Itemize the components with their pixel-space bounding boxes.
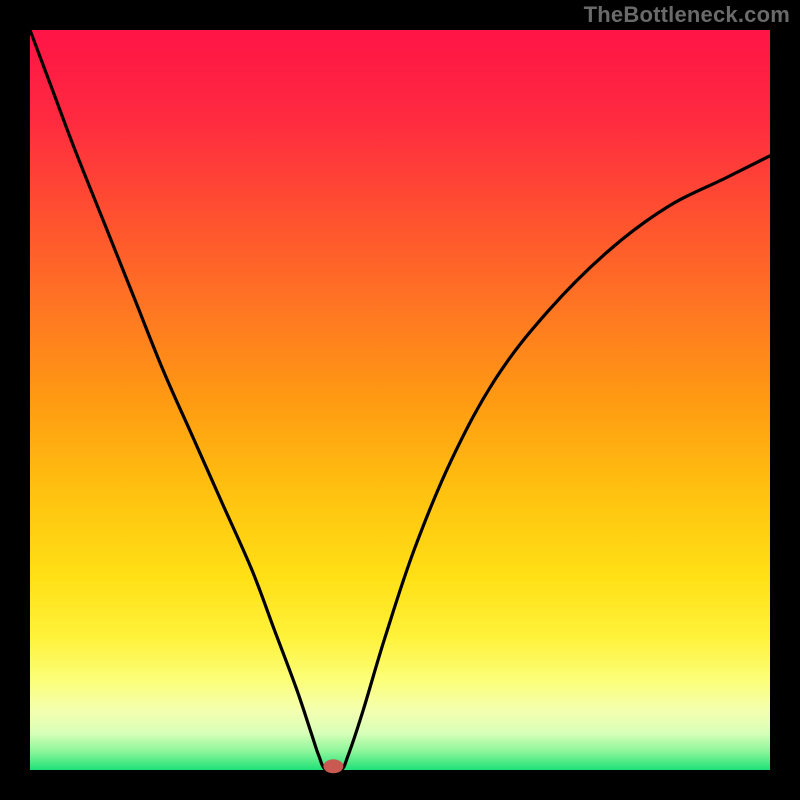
bottleneck-chart: [0, 0, 800, 800]
chart-stage: TheBottleneck.com: [0, 0, 800, 800]
chart-plot-area: [30, 30, 770, 770]
optimal-point-marker: [323, 759, 343, 773]
